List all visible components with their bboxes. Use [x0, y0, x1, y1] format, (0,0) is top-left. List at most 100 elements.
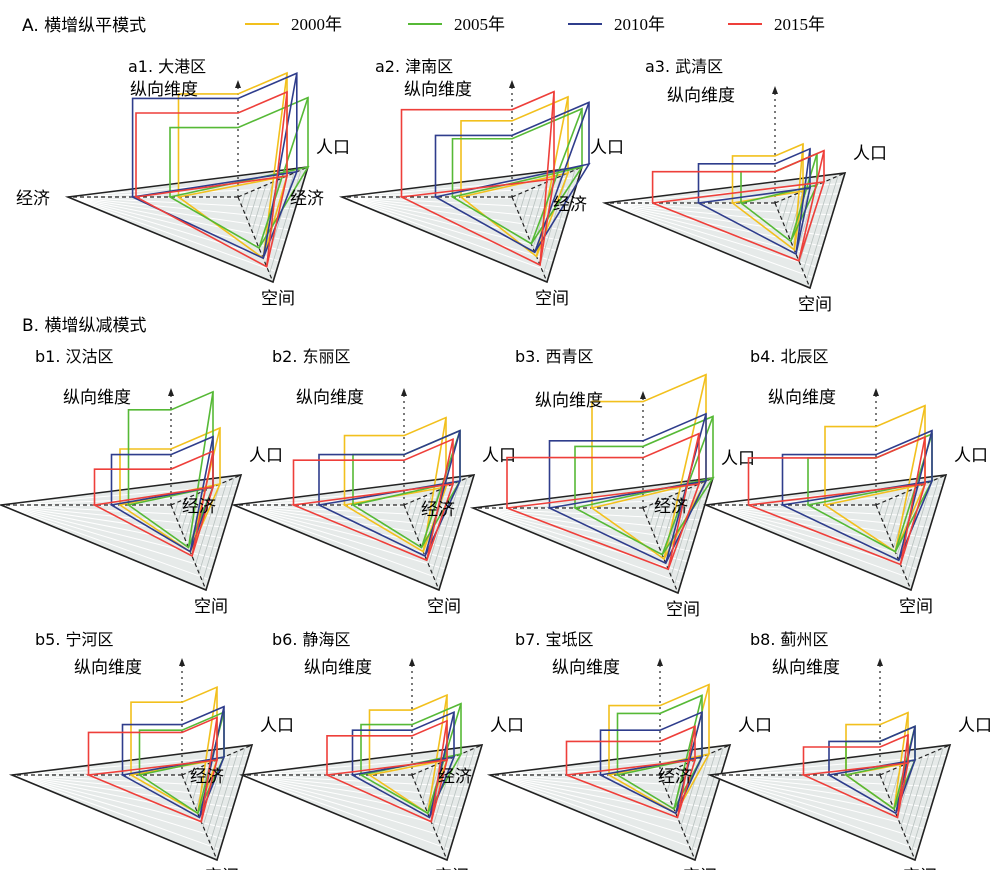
grid-line [341, 196, 560, 241]
grid-line [604, 202, 826, 237]
grid-line [241, 774, 457, 830]
series-base [91, 486, 215, 558]
grid-line [0, 504, 213, 570]
series-edge [430, 720, 448, 822]
grid-line [705, 504, 937, 507]
grid-line [0, 504, 210, 581]
grid-line [209, 750, 239, 844]
axis-label-vertical: 纵向维度 [296, 388, 364, 408]
radar-panel: b6. 静海区纵向维度人口经济空间 [190, 630, 524, 870]
grid-line [443, 747, 476, 852]
grid-line [432, 756, 455, 827]
series-edge [663, 374, 707, 560]
series-edge [189, 436, 214, 552]
grid-line [422, 765, 434, 801]
series-base [433, 162, 591, 254]
grid-line [691, 747, 724, 852]
series-edge [187, 391, 214, 548]
series-base [598, 755, 704, 815]
grid-line [788, 190, 804, 238]
series-edge [535, 96, 569, 257]
panel-title: a1. 大港区 [128, 57, 206, 76]
base-triangle [706, 744, 952, 862]
axis-line [237, 196, 274, 283]
grid-line [435, 477, 468, 582]
grid-line [529, 181, 548, 240]
axis-label-space: 空间 [899, 597, 933, 617]
base-triangle [702, 474, 948, 592]
axis-label-economy: 经济 [438, 767, 472, 787]
grid-line [0, 504, 232, 507]
series-prism [169, 96, 309, 197]
series-prism [351, 710, 455, 775]
axis-label-population: 人口 [954, 446, 988, 466]
grid-line [185, 771, 190, 784]
grid-line [489, 774, 705, 830]
grid-line [11, 774, 237, 798]
grid-line [781, 196, 790, 221]
grid-line [604, 202, 833, 216]
panel-title: b3. 西青区 [515, 347, 594, 366]
grid-line [705, 504, 921, 560]
grid-line [907, 750, 937, 844]
grid-line [604, 202, 823, 247]
grid-line [181, 495, 193, 531]
grid-line [705, 504, 918, 570]
series-edge [897, 430, 933, 561]
panel-title: a2. 津南区 [375, 57, 453, 76]
grid-line [518, 190, 527, 215]
panel-title: b1. 汉沽区 [35, 347, 114, 366]
series-prism [368, 693, 448, 775]
axis-label-vertical: 纵向维度 [768, 388, 836, 408]
axis-label-vertical: 纵向维度 [304, 658, 372, 678]
grid-line [539, 172, 569, 266]
series-base [805, 479, 934, 553]
grid-line [206, 753, 232, 835]
grid-line [705, 504, 931, 528]
series-prism [131, 72, 298, 197]
series-base [652, 181, 826, 262]
grid-line [604, 202, 814, 279]
axis-label-space: 空间 [427, 597, 461, 617]
series-base [129, 170, 299, 260]
base-triangle-fill [242, 745, 482, 860]
series-edge [424, 430, 461, 557]
series-prism [651, 149, 825, 203]
grid-line [684, 753, 710, 835]
axis-label-population: 人口 [590, 138, 624, 158]
axis-label-space: 空间 [261, 289, 295, 309]
series-base [748, 483, 927, 566]
grid-line [903, 480, 933, 574]
grid-line [806, 175, 839, 280]
legend-label: 2000年 [291, 15, 342, 34]
axis-label-space: 空间 [435, 867, 469, 870]
grid-line [489, 774, 715, 798]
grid-line [604, 193, 839, 204]
grid-line [489, 774, 699, 851]
axis-label-population: 人口 [958, 716, 992, 736]
panel-title: b2. 东丽区 [272, 347, 351, 366]
grid-line [418, 768, 427, 793]
arrow-icon [168, 388, 174, 396]
grid-line [778, 199, 783, 212]
series-base [506, 483, 701, 571]
grid-line [911, 747, 944, 852]
series-prism [460, 95, 569, 197]
axis-line [642, 477, 714, 509]
grid-line [425, 762, 441, 810]
arrow-icon [179, 658, 185, 666]
radar-panel: b8. 蓟州区纵向维度人口经济空间 [658, 630, 992, 870]
series-edge [894, 726, 916, 814]
series-prism [87, 716, 218, 775]
grid-line [67, 196, 277, 273]
axis-line [642, 507, 679, 594]
grid-line [67, 187, 302, 198]
grid-line [472, 507, 698, 531]
series-prism [781, 429, 933, 505]
axis-line [403, 474, 475, 506]
grid-line [656, 495, 672, 543]
series-edge [539, 91, 555, 266]
grid-line [904, 753, 930, 835]
